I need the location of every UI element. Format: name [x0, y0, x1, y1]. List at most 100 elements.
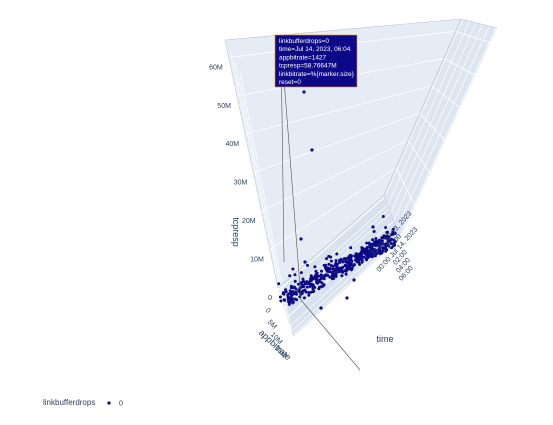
data-point[interactable]: [289, 291, 293, 295]
data-point[interactable]: [278, 295, 282, 299]
data-point[interactable]: [344, 272, 348, 276]
data-point[interactable]: [282, 291, 285, 295]
data-point[interactable]: [374, 249, 378, 252]
data-point[interactable]: [346, 261, 350, 265]
data-point[interactable]: [325, 273, 329, 277]
data-point[interactable]: [380, 236, 384, 240]
data-point[interactable]: [291, 301, 295, 305]
data-point[interactable]: [345, 296, 349, 300]
data-point[interactable]: [373, 254, 377, 258]
data-point[interactable]: [288, 300, 292, 304]
data-point[interactable]: [340, 258, 344, 262]
data-point[interactable]: [389, 242, 393, 245]
data-point[interactable]: [372, 230, 376, 233]
data-point[interactable]: [371, 238, 375, 242]
data-point[interactable]: [346, 265, 350, 268]
data-point[interactable]: [277, 282, 281, 286]
data-point[interactable]: [319, 306, 323, 310]
data-point[interactable]: [391, 230, 395, 234]
data-point[interactable]: [354, 258, 357, 262]
legend[interactable]: linkbufferdrops 0: [43, 398, 123, 408]
data-point[interactable]: [384, 226, 388, 229]
data-point[interactable]: [295, 292, 298, 296]
data-point[interactable]: [374, 237, 378, 240]
data-point[interactable]: [348, 267, 352, 270]
data-point[interactable]: [279, 299, 283, 303]
data-point[interactable]: [308, 279, 312, 283]
data-point[interactable]: [337, 270, 341, 274]
data-point[interactable]: [372, 249, 376, 253]
data-point[interactable]: [295, 298, 299, 302]
legend-marker[interactable]: [107, 401, 111, 405]
data-point[interactable]: [284, 290, 288, 294]
data-point[interactable]: [291, 290, 295, 293]
data-point[interactable]: [286, 297, 290, 301]
data-point[interactable]: [301, 279, 305, 283]
data-point[interactable]: [293, 273, 297, 277]
data-point[interactable]: [315, 271, 319, 275]
data-point[interactable]: [366, 256, 370, 260]
data-point[interactable]: [335, 252, 339, 256]
data-point[interactable]: [319, 273, 323, 277]
data-point[interactable]: [335, 265, 339, 269]
data-point[interactable]: [393, 231, 397, 235]
data-point[interactable]: [383, 234, 387, 238]
data-point[interactable]: [343, 269, 347, 273]
data-point[interactable]: [386, 239, 390, 243]
data-point[interactable]: [303, 260, 307, 264]
data-point[interactable]: [377, 247, 381, 251]
data-point[interactable]: [360, 253, 364, 256]
data-point[interactable]: [343, 257, 346, 260]
data-point[interactable]: [357, 258, 361, 262]
data-point[interactable]: [392, 238, 396, 242]
data-point[interactable]: [326, 269, 329, 273]
data-point[interactable]: [348, 256, 352, 260]
data-point[interactable]: [302, 296, 306, 300]
data-point[interactable]: [310, 148, 314, 152]
data-point[interactable]: [306, 263, 309, 267]
data-point[interactable]: [293, 279, 297, 283]
data-point[interactable]: [380, 251, 384, 255]
data-point[interactable]: [314, 269, 318, 273]
data-point[interactable]: [319, 277, 323, 281]
data-point[interactable]: [365, 241, 369, 245]
data-point[interactable]: [282, 298, 286, 302]
data-point[interactable]: [357, 253, 361, 257]
data-point[interactable]: [334, 270, 338, 274]
data-point[interactable]: [339, 266, 342, 270]
data-point[interactable]: [332, 276, 336, 280]
data-point[interactable]: [316, 274, 320, 278]
data-point[interactable]: [377, 244, 381, 248]
data-point[interactable]: [300, 282, 303, 285]
data-point[interactable]: [302, 285, 306, 288]
data-point[interactable]: [331, 271, 335, 275]
data-point[interactable]: [320, 269, 323, 273]
data-point[interactable]: [329, 264, 333, 268]
data-point[interactable]: [307, 291, 311, 295]
data-point[interactable]: [344, 263, 348, 267]
data-point[interactable]: [381, 246, 385, 250]
data-point[interactable]: [329, 259, 333, 263]
data-point[interactable]: [304, 282, 307, 286]
data-point[interactable]: [289, 284, 293, 288]
data-point[interactable]: [322, 277, 326, 281]
scatter-points[interactable]: [277, 90, 397, 310]
data-point[interactable]: [334, 259, 338, 263]
data-point[interactable]: [380, 239, 384, 243]
data-point[interactable]: [305, 285, 309, 289]
data-point[interactable]: [321, 284, 325, 288]
data-point[interactable]: [313, 265, 317, 269]
data-point[interactable]: [349, 246, 353, 250]
data-point[interactable]: [360, 259, 364, 263]
data-point[interactable]: [333, 273, 337, 276]
data-point[interactable]: [389, 238, 393, 242]
data-point[interactable]: [367, 251, 371, 255]
data-point[interactable]: [317, 287, 321, 291]
data-point[interactable]: [302, 90, 306, 94]
data-point[interactable]: [390, 233, 393, 237]
data-point[interactable]: [332, 267, 336, 271]
data-point[interactable]: [291, 267, 295, 271]
data-point[interactable]: [292, 285, 296, 289]
data-point[interactable]: [392, 244, 396, 248]
